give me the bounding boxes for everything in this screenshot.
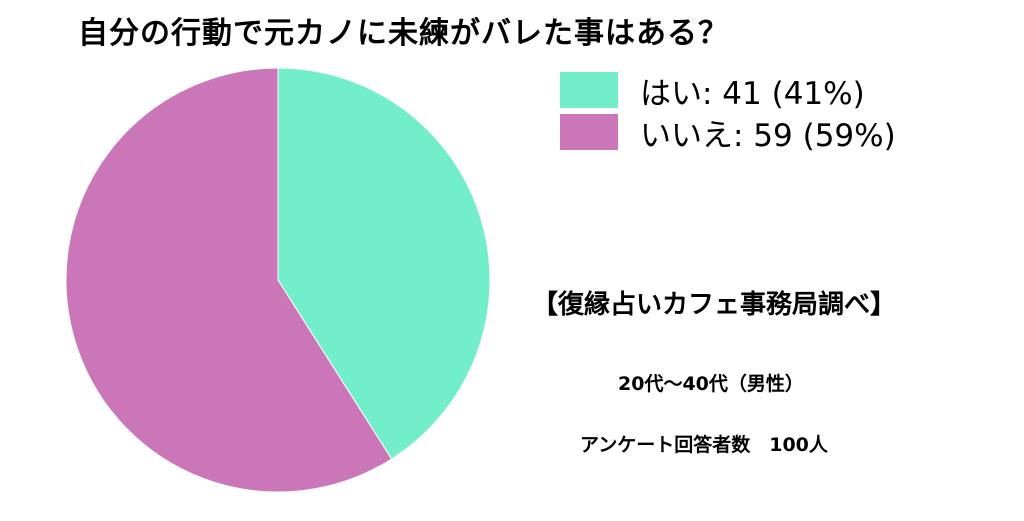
legend-swatch-yes <box>560 72 618 108</box>
legend-label-yes: はい: 41 (41%) <box>640 75 865 112</box>
legend-item-yes: はい: 41 (41%) <box>560 70 865 112</box>
legend-item-no: いいえ: 59 (59%) <box>560 112 896 154</box>
source-note: 【復縁占いカフェ事務局調べ】 <box>532 290 897 320</box>
pie-slice-1 <box>65 67 393 493</box>
legend-swatch-no <box>560 114 618 150</box>
respondents-note: アンケート回答者数 100人 <box>580 434 828 456</box>
chart-title: 自分の行動で元カノに未練がバレた事はある？ <box>78 16 729 51</box>
pie-slice-0 <box>277 67 491 460</box>
demographic-note: 20代〜40代（男性） <box>618 373 804 395</box>
legend-label-no: いいえ: 59 (59%) <box>640 117 896 154</box>
